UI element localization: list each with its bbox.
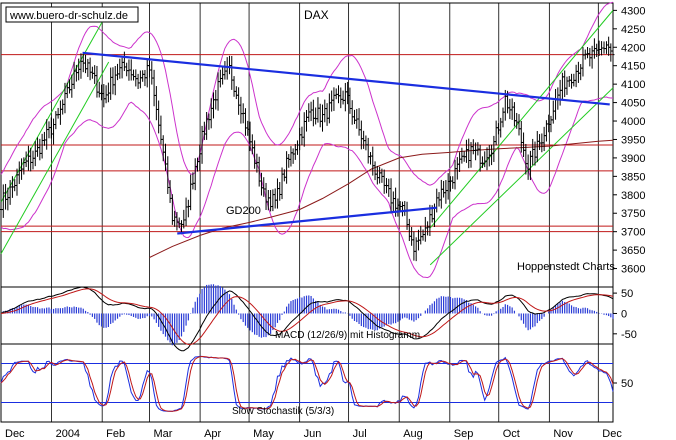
- price-axis-labels: 4300 4250 4200 4150 4100 4050 4000 3950 3900 3850…: [613, 5, 645, 276]
- price-bar: [611, 46, 615, 60]
- month-label: Jul: [353, 428, 367, 440]
- price-tick-label: 3850: [621, 171, 645, 183]
- stoch-label: Slow Stochastik (5/3/3): [232, 406, 334, 417]
- trendline-channel2-lower: [429, 87, 614, 266]
- month-axis-labels: Dec 2004 Feb Mar Apr May Jun Jul Aug Sep Oct Nov Dec: [5, 428, 622, 440]
- macd-tick-label: -50: [621, 329, 637, 341]
- macd-plot: [0, 284, 614, 352]
- trendline-support: [177, 206, 437, 235]
- macd-tick-label: 50: [621, 288, 633, 300]
- price-tick-label: 4050: [621, 98, 645, 110]
- price-tick-label: 3900: [621, 153, 645, 165]
- ma-label: GD200: [226, 205, 261, 217]
- price-tick-label: 4200: [621, 42, 645, 54]
- month-label: Jun: [304, 428, 322, 440]
- price-tick-label: 4300: [621, 5, 645, 17]
- price-tick-label: 4150: [621, 61, 645, 73]
- macd-axis-labels: 50 0 -50: [613, 288, 637, 341]
- bollinger-bands: [0, 1, 614, 279]
- bollinger-band: [0, 96, 613, 279]
- watermark: www.buero-dr-schulz.de: [9, 10, 128, 22]
- month-label: Nov: [553, 428, 573, 440]
- stoch-tick-label: 50: [621, 378, 633, 390]
- price-bars: [0, 36, 615, 262]
- month-label: Apr: [204, 428, 221, 440]
- chart-title: DAX: [304, 8, 329, 22]
- watermark-box: [5, 6, 139, 23]
- trendline-resistance: [82, 51, 610, 106]
- stochastic-plot: [0, 355, 614, 412]
- price-tick-label: 3950: [621, 134, 645, 146]
- macd-signal-line: [0, 288, 614, 346]
- month-label: Aug: [403, 428, 423, 440]
- price-tick-label: 3750: [621, 208, 645, 220]
- macd-line: [0, 286, 614, 352]
- month-label: Mar: [154, 428, 173, 440]
- price-tick-label: 3800: [621, 190, 645, 202]
- horizontal-levels: [1, 54, 613, 233]
- month-label: Dec: [5, 428, 25, 440]
- gd200-line: [149, 139, 614, 258]
- source-label: Hoppenstedt Charts: [517, 261, 615, 273]
- price-tick-label: 4250: [621, 24, 645, 36]
- trendline-channel-lower: [0, 61, 110, 255]
- month-label: May: [253, 428, 274, 440]
- stoch-axis-labels: 50: [613, 378, 633, 390]
- moving-average: [149, 139, 614, 258]
- stoch-d-line: [0, 355, 614, 412]
- price-tick-label: 3600: [621, 264, 645, 276]
- stoch-k-line: [0, 355, 614, 412]
- month-label: Sep: [454, 428, 474, 440]
- month-label: Dec: [602, 428, 622, 440]
- trendlines: [82, 51, 610, 235]
- price-tick-label: 3650: [621, 245, 645, 257]
- macd-label: MACD (12/26/9) mit Histogramm: [275, 330, 420, 341]
- trendline-channel2-upper: [429, 10, 614, 229]
- month-label: Feb: [106, 428, 125, 440]
- month-label: 2004: [56, 428, 80, 440]
- bollinger-band: [0, 1, 614, 186]
- price-tick-label: 4100: [621, 79, 645, 91]
- price-tick-label: 4000: [621, 116, 645, 128]
- month-label: Oct: [503, 428, 520, 440]
- price-tick-label: 3700: [621, 227, 645, 239]
- macd-tick-label: 0: [621, 308, 627, 320]
